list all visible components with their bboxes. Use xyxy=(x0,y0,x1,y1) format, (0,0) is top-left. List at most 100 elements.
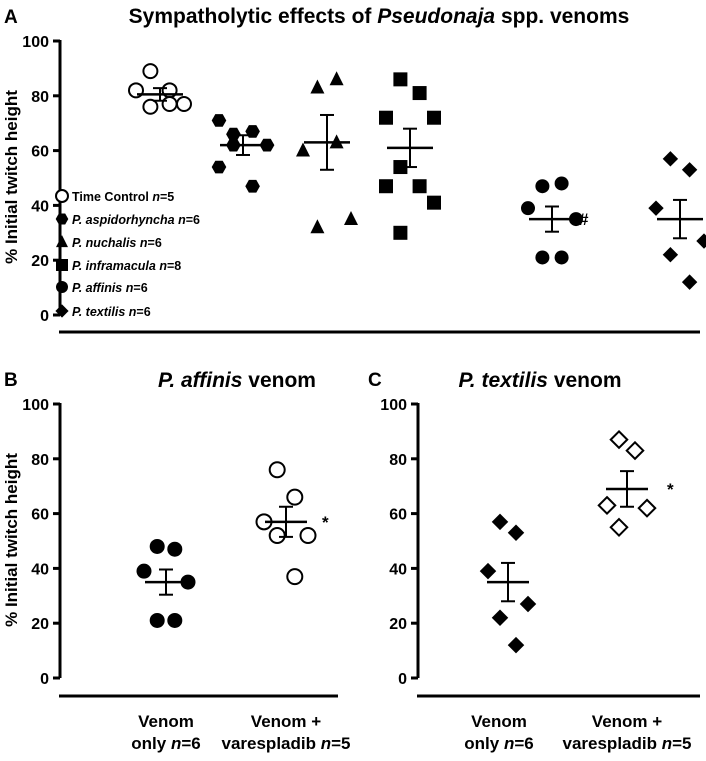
panel-c-data-point xyxy=(491,609,509,626)
panel-a-data-point xyxy=(211,160,227,174)
panel-c-data-point xyxy=(637,498,657,518)
panel-c-cat-1-line1: Venom xyxy=(471,712,527,731)
panel-a-data-point xyxy=(412,179,427,194)
panel-a-data-point xyxy=(142,63,159,80)
panel-a-y-tick-label: 80 xyxy=(31,89,49,106)
panel-b-letter: B xyxy=(4,370,18,391)
panel-b-ylabel: % Initial twitch height xyxy=(2,453,21,627)
panel-a-data-point xyxy=(344,211,358,226)
panel-c-letter: C xyxy=(368,370,382,391)
panel-b-data-point xyxy=(286,488,304,506)
legend-marker-0 xyxy=(55,189,69,203)
panel-b-y-tick-label: 100 xyxy=(22,397,49,414)
panel-b-data-point xyxy=(149,538,165,554)
panel-c-y-tick-label: 60 xyxy=(389,507,407,524)
legend-label-2: P. nuchalis n=6 xyxy=(72,236,162,250)
panel-a-data-point xyxy=(379,110,393,125)
panel-b-data-point xyxy=(268,461,286,479)
panel-b-data-point xyxy=(268,527,286,545)
panel-b-data-point xyxy=(167,612,183,628)
panel-c-data-point xyxy=(609,429,629,450)
panel-a-data-point xyxy=(427,195,441,210)
panel-c-y-tick-label: 80 xyxy=(389,452,407,469)
panel-a-y-tick-label: 0 xyxy=(40,308,49,325)
panel-a-data-point xyxy=(211,114,227,127)
panel-a-data-point xyxy=(393,225,408,240)
panel-a-data-point xyxy=(329,71,344,86)
legend-marker-5 xyxy=(55,304,69,318)
panel-b-data-point xyxy=(299,527,317,545)
legend-marker-2 xyxy=(56,235,68,248)
panel-a-data-point xyxy=(535,250,550,265)
panel-a-y-tick-label: 40 xyxy=(31,198,49,215)
panel-c-y-tick-label: 0 xyxy=(398,671,407,688)
panel-a-data-point xyxy=(296,142,310,157)
legend-label-0: Time Control n=5 xyxy=(72,190,174,204)
panel-c-data-point xyxy=(625,440,645,461)
panel-a-y-tick-label: 60 xyxy=(31,144,49,161)
panel-a-data-point xyxy=(259,138,275,152)
panel-b-title: P. affinis venom xyxy=(158,369,316,392)
panel-c-y-tick-label: 20 xyxy=(389,616,407,633)
panel-a-y-tick-label: 100 xyxy=(22,34,49,51)
panel-a-data-point xyxy=(161,96,178,113)
panel-c-data-point xyxy=(479,562,497,580)
panel-a-data-point xyxy=(648,200,664,216)
panel-a-data-point xyxy=(142,98,159,115)
panel-b-y-tick-label: 80 xyxy=(31,452,49,469)
panel-a-data-point xyxy=(554,250,569,265)
legend-label-3: P. inframacula n=8 xyxy=(72,259,181,273)
panel-a-data-point xyxy=(427,110,441,125)
panel-a-data-point xyxy=(521,201,535,216)
panel-b-cat-1-line1: Venom xyxy=(138,712,194,731)
panel-a-data-point xyxy=(393,72,408,87)
panel-a-data-point xyxy=(696,233,706,249)
panel-b-data-point xyxy=(136,563,152,579)
panel-b-data-point xyxy=(167,541,183,557)
panel-a-y-tick-label: 20 xyxy=(31,253,49,270)
legend-marker-4 xyxy=(56,281,68,293)
panel-a-data-point xyxy=(412,86,427,101)
legend-marker-1 xyxy=(55,213,69,225)
panel-b-y-tick-label: 60 xyxy=(31,507,49,524)
panel-b-data-point xyxy=(180,574,196,590)
panel-c-cat-1-line2: only n=6 xyxy=(464,734,533,753)
panel-a-letter: A xyxy=(4,7,18,28)
legend-marker-3 xyxy=(56,259,68,271)
panel-c-y-tick-label: 100 xyxy=(380,397,407,414)
panel-b-cat-2-line2: varespladib n=5 xyxy=(222,734,351,753)
panel-a-data-point xyxy=(681,274,698,290)
panel-a-data-point xyxy=(379,179,393,194)
panel-a-data-point xyxy=(310,79,325,94)
panel-c-data-point xyxy=(609,517,629,537)
panel-c-y-tick-label: 40 xyxy=(389,561,407,578)
panel-c-cat-2-line1: Venom + xyxy=(592,712,662,731)
panel-a-data-point xyxy=(535,179,550,194)
panel-a-ylabel: % Initial twitch height xyxy=(2,90,21,264)
panel-b-cat-1-line2: only n=6 xyxy=(131,734,200,753)
panel-a-data-point xyxy=(662,151,679,167)
panel-b-significance-mark: * xyxy=(322,513,329,532)
panel-c-data-point xyxy=(519,595,537,613)
legend-label-5: P. textilis n=6 xyxy=(72,305,151,319)
panel-b-data-point xyxy=(149,612,165,628)
panel-a-data-point xyxy=(569,212,583,227)
panel-a-data-point xyxy=(226,127,241,141)
panel-c-data-point xyxy=(507,524,525,542)
legend-label-1: P. aspidorhyncha n=6 xyxy=(72,213,200,227)
panel-c-significance-mark: * xyxy=(667,480,674,499)
panel-c-title: P. textilis venom xyxy=(458,369,621,392)
panel-a-data-point xyxy=(176,96,192,113)
panel-b-y-tick-label: 40 xyxy=(31,561,49,578)
legend-label-4: P. affinis n=6 xyxy=(72,281,148,295)
panel-a-title: Sympatholytic effects of Pseudonaja spp.… xyxy=(129,5,630,28)
panel-a-data-point xyxy=(662,247,679,263)
panel-b-y-tick-label: 20 xyxy=(31,616,49,633)
panel-b-data-point xyxy=(286,568,304,586)
panel-a-data-point xyxy=(393,160,408,175)
panel-a-significance-mark: # xyxy=(579,210,589,229)
panel-a-data-point xyxy=(554,176,569,191)
panel-b-y-tick-label: 0 xyxy=(40,671,49,688)
